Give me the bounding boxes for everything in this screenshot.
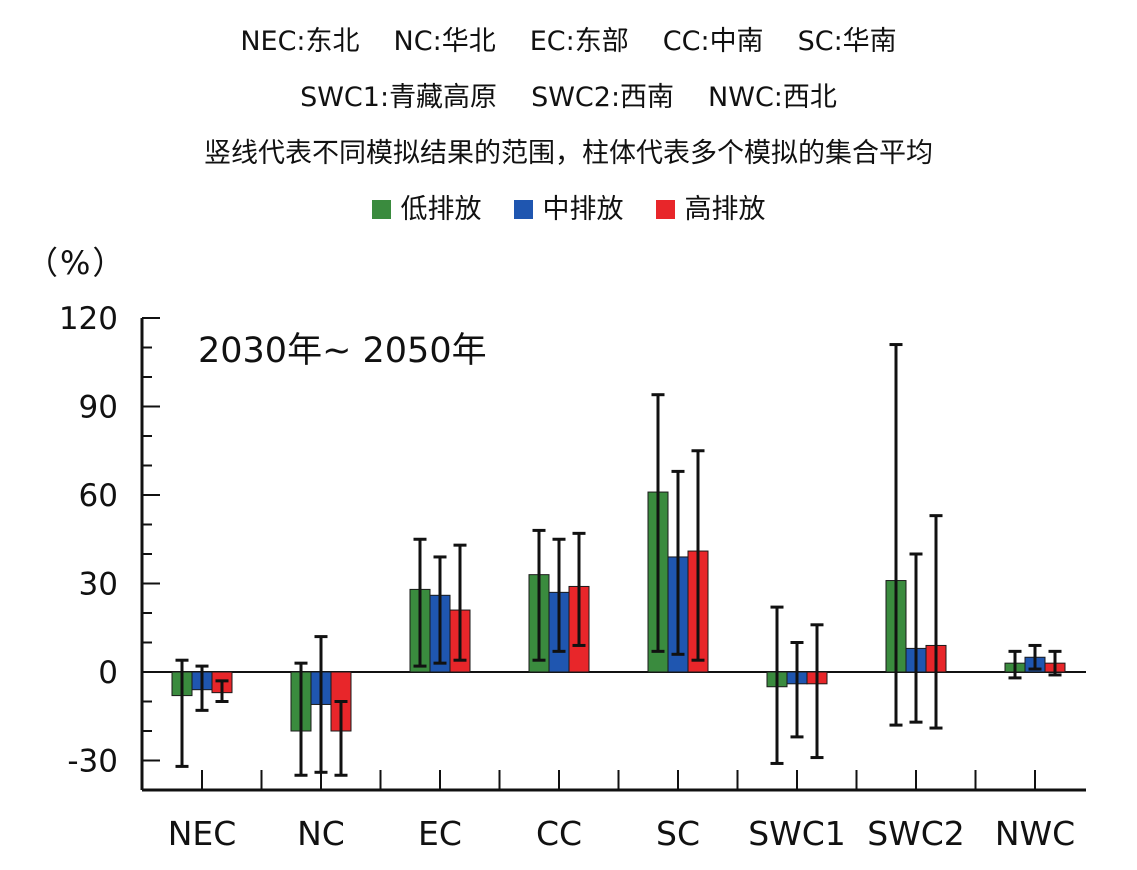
y-tick-label: 90: [79, 390, 118, 426]
region-sep: :: [833, 26, 843, 57]
region-name: 东部: [574, 26, 629, 57]
legend-item: 中排放: [513, 193, 624, 227]
region-legend-entry: NC:华北: [394, 25, 496, 59]
legend-swatch: [655, 200, 675, 219]
x-tick-label: NWC: [995, 814, 1075, 853]
region-name: 中南: [709, 26, 764, 57]
region-name: 西南: [620, 82, 675, 113]
region-sep: :: [610, 82, 621, 113]
legend-swatch: [371, 200, 391, 219]
y-axis-unit-label: （%）: [26, 244, 127, 282]
region-code: NEC: [240, 26, 297, 57]
region-legend-entry: EC:东部: [530, 25, 629, 59]
region-code: CC: [662, 26, 701, 57]
region-legend-entry: NWC:西北: [708, 81, 837, 115]
region-name: 华南: [842, 26, 897, 57]
x-tick-label: NEC: [168, 814, 237, 853]
region-legend-entry: NEC:东北: [240, 25, 359, 59]
region-name: 西北: [782, 82, 837, 113]
region-sep: :: [432, 26, 442, 57]
region-code: EC: [529, 26, 566, 57]
legend-label: 中排放: [542, 194, 624, 225]
legend-swatch: [513, 200, 533, 219]
region-sep: :: [296, 26, 306, 57]
region-name: 华北: [441, 26, 496, 57]
series-legend: 低排放 中排放 高排放: [0, 193, 1137, 227]
region-legend-entry: CC:中南: [663, 25, 764, 59]
x-tick-label: SC: [656, 814, 700, 853]
region-code: NC: [393, 26, 433, 57]
region-name: 青藏高原: [389, 82, 498, 113]
region-sep: :: [565, 26, 575, 57]
legend-item: 高排放: [655, 193, 766, 227]
region-code: SWC2: [531, 82, 611, 113]
legend-item: 低排放: [371, 193, 482, 227]
x-tick-label: SWC1: [748, 814, 846, 853]
region-code: SWC1: [300, 82, 380, 113]
region-legend-entry: SWC2:西南: [531, 81, 674, 115]
region-sep: :: [700, 26, 710, 57]
chart-title: 2030年~ 2050年: [198, 331, 487, 371]
region-legend-entry: SWC1:青藏高原: [300, 81, 497, 115]
x-tick-label: SWC2: [867, 814, 965, 853]
y-tick-label: 30: [79, 567, 118, 603]
chart-note: 竖线代表不同模拟结果的范围，柱体代表多个模拟的集合平均: [204, 138, 933, 169]
x-tick-label: NC: [297, 814, 345, 853]
region-code: NWC: [708, 82, 774, 113]
region-legend-line-2: SWC1:青藏高原 SWC2:西南 NWC:西北: [0, 81, 1137, 115]
region-legend-line-1: NEC:东北 NC:华北 EC:东部 CC:中南 SC:华南: [0, 25, 1137, 59]
region-legend-entry: SC:华南: [798, 25, 897, 59]
region-code: SC: [797, 26, 834, 57]
region-sep: :: [773, 82, 783, 113]
y-tick-label: 60: [79, 478, 118, 514]
legend-label: 高排放: [684, 194, 766, 225]
x-tick-label: CC: [536, 814, 582, 853]
x-tick-label: EC: [418, 814, 462, 853]
y-tick-label: -30: [67, 744, 118, 780]
y-tick-label: 0: [98, 655, 118, 691]
y-tick-label: 120: [59, 301, 118, 337]
legend-label: 低排放: [400, 194, 482, 225]
region-name: 东北: [305, 26, 360, 57]
region-sep: :: [379, 82, 390, 113]
